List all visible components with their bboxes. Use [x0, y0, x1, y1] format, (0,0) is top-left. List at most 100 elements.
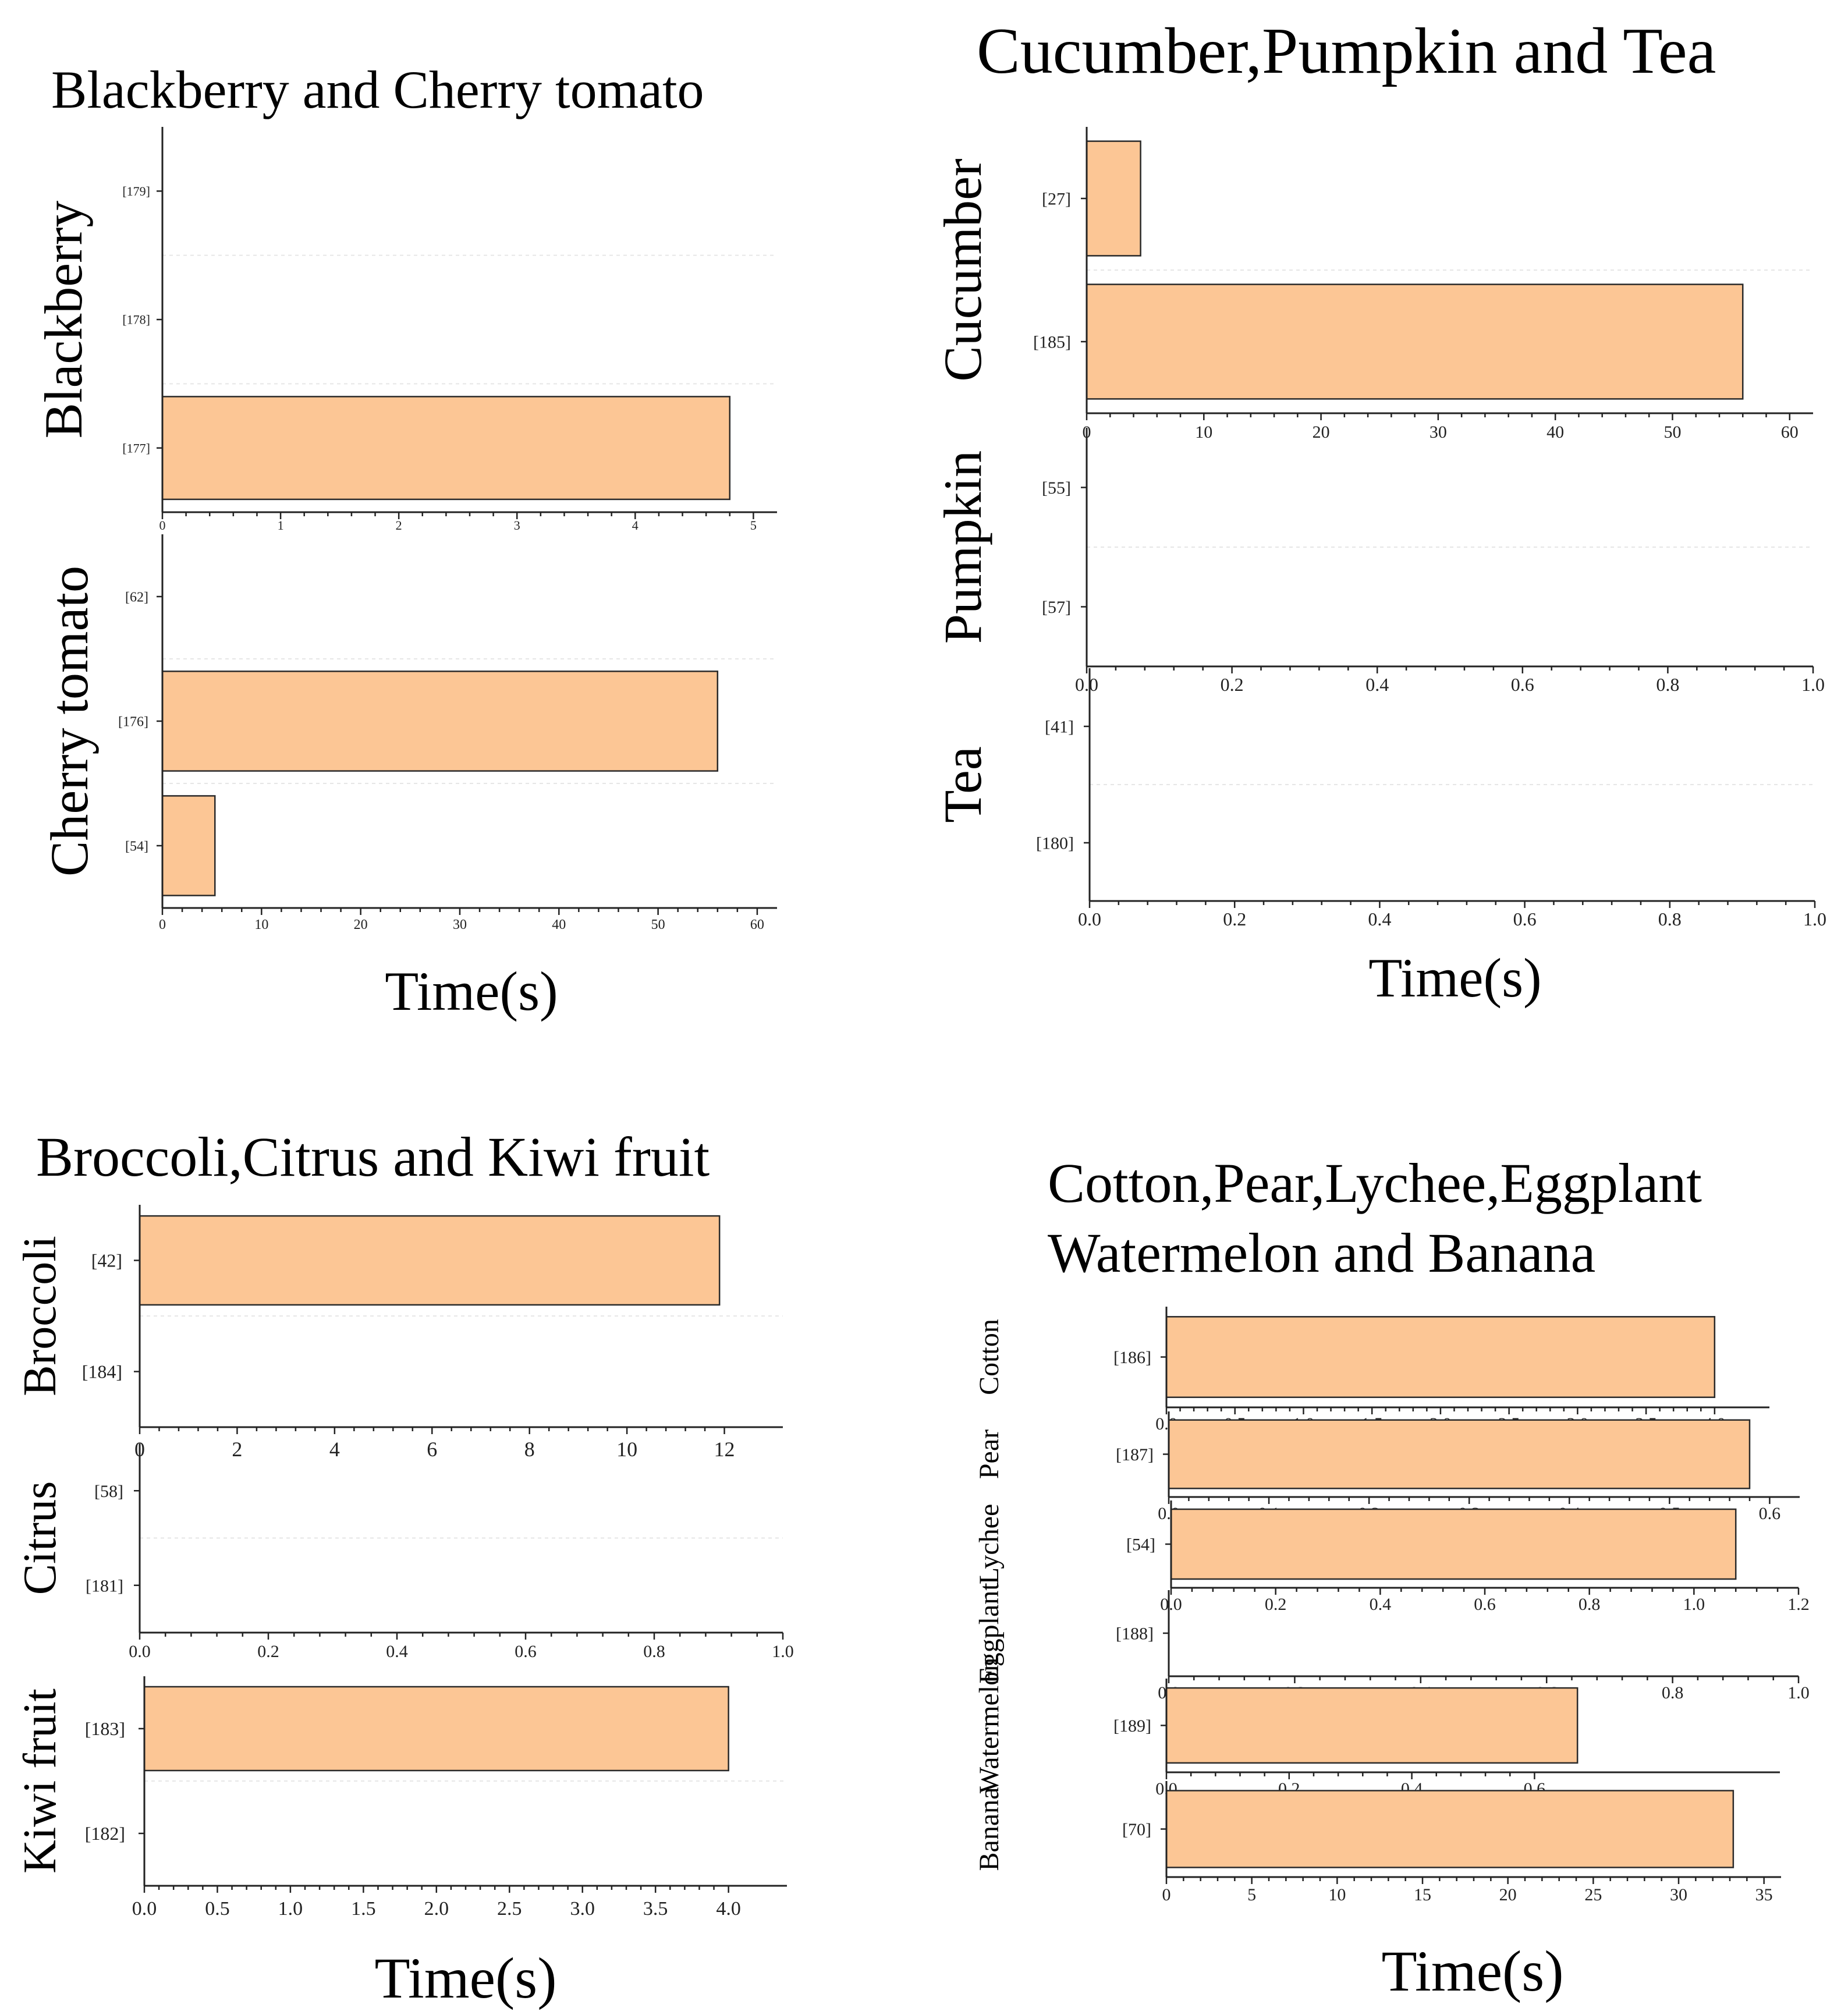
y-axis-label: Lychee	[974, 1504, 1005, 1585]
bar-187	[1168, 1419, 1751, 1489]
x-tick-label: 1.2	[1787, 1595, 1810, 1614]
bar-186	[1165, 1316, 1716, 1398]
category-label: [54]	[1126, 1535, 1155, 1555]
x-tick-label: 0.8	[1658, 909, 1682, 930]
x-tick-label: 1	[278, 518, 284, 533]
category-label: [42]	[91, 1250, 122, 1271]
x-tick-label: 0.4	[386, 1642, 408, 1661]
x-tick-label: 10	[616, 1438, 637, 1461]
bar-27	[1086, 140, 1141, 257]
y-axis-label: Cherry tomato	[40, 566, 99, 877]
x-tick-label: 0.2	[1221, 674, 1244, 695]
x-tick-label: 1.0	[1803, 909, 1826, 930]
x-tick-label: 0.6	[1511, 674, 1534, 695]
x-tick-label: 0.4	[1365, 674, 1389, 695]
y-axis-label: Watermelon	[974, 1658, 1005, 1793]
category-label: [187]	[1116, 1445, 1154, 1464]
x-tick-label: 0.6	[1759, 1504, 1781, 1523]
category-label: [189]	[1113, 1716, 1151, 1736]
x-tick-label: 0.2	[1223, 909, 1246, 930]
category-label: [179]	[122, 184, 150, 198]
x-tick-label: 5	[1247, 1885, 1256, 1904]
x-tick-label: 2	[396, 518, 402, 533]
subplot-cherry-tomato: [62] [176] [54] 0 10 20 30 40 50 60 Cherry tomato	[40, 534, 777, 932]
x-tick-label: 1.5	[351, 1898, 376, 1920]
category-label: [176]	[118, 714, 148, 729]
x-tick-label: 4	[329, 1438, 340, 1461]
bar-185	[1086, 283, 1744, 400]
x-tick-label: 0.4	[1368, 909, 1391, 930]
x-tick-label: 3.5	[643, 1898, 668, 1920]
panel-title: Cucumber,Pumpkin and Tea	[977, 15, 1716, 87]
x-tick-label: 60	[750, 917, 764, 932]
x-tick-label: 40	[1546, 423, 1564, 442]
y-axis-label: Kiwi fruit	[15, 1688, 66, 1874]
subplot-citrus: [58] [181] 0.0 0.2 0.4 0.6 0.8 1.0 Citrus	[15, 1443, 794, 1661]
x-tick-label: 4	[632, 518, 639, 533]
category-label: [185]	[1033, 333, 1071, 352]
x-tick-label: 30	[453, 917, 467, 932]
x-tick-label: 0.0	[1078, 909, 1101, 930]
category-label: [57]	[1042, 598, 1071, 617]
category-label: [62]	[125, 590, 148, 605]
x-tick-label: 1.0	[1683, 1595, 1705, 1614]
x-tick-label: 0.4	[1370, 1595, 1392, 1614]
x-axis-label: Time(s)	[374, 1946, 556, 2010]
x-tick-label: 40	[552, 917, 566, 932]
panel-1: Blackberry and Cherry tomato Time(s) [179]…	[34, 60, 777, 1022]
x-tick-label: 35	[1755, 1885, 1773, 1904]
y-axis-label: Citrus	[15, 1481, 66, 1595]
x-tick-label: 0.8	[1579, 1595, 1601, 1614]
subplot-blackberry: [179] [178] [177] 0 1 2 3 4 5 Blackberry	[34, 127, 777, 533]
x-tick-label: 0.8	[643, 1642, 665, 1661]
category-label: [58]	[94, 1482, 123, 1501]
x-tick-label: 60	[1781, 423, 1799, 442]
x-tick-label: 30	[1670, 1885, 1687, 1904]
x-tick-label: 0	[159, 917, 166, 932]
x-tick-label: 30	[1430, 423, 1447, 442]
x-tick-label: 10	[1195, 423, 1212, 442]
category-label: [178]	[122, 313, 150, 327]
bar-189	[1165, 1687, 1579, 1764]
subplot-lychee: [54] 0.0 0.2 0.4 0.6 0.8 1.0 1.2 Lychee	[974, 1500, 1810, 1614]
x-axis-label: Time(s)	[385, 960, 558, 1022]
x-tick-label: 0.2	[1265, 1595, 1287, 1614]
x-tick-label: 0.0	[129, 1642, 151, 1661]
bar-54	[161, 795, 216, 896]
x-tick-label: 0.5	[205, 1898, 230, 1920]
x-tick-label: 15	[1414, 1885, 1431, 1904]
x-tick-label: 2	[232, 1438, 242, 1461]
x-tick-label: 5	[750, 518, 757, 533]
category-label: [183]	[85, 1718, 125, 1739]
y-axis-label: Blackberry	[34, 201, 93, 439]
x-tick-label: 1.0	[1801, 674, 1825, 695]
y-axis-label: Tea	[933, 746, 992, 822]
bar-183	[143, 1686, 729, 1772]
x-tick-label: 3	[514, 518, 520, 533]
x-tick-label: 8	[524, 1438, 535, 1461]
y-axis-label: Pumpkin	[933, 450, 992, 644]
x-tick-label: 3.0	[570, 1898, 595, 1920]
y-axis-label: Broccoli	[15, 1236, 66, 1396]
x-tick-label: 12	[714, 1438, 735, 1461]
bar-54	[1170, 1508, 1737, 1580]
subplot-banana: [70] 0 5 10 15 20 25 30 35 Banana	[974, 1781, 1781, 1904]
x-tick-label: 0.2	[257, 1642, 279, 1661]
panel-title: Broccoli,Citrus and Kiwi fruit	[36, 1126, 710, 1188]
bar-177	[161, 396, 731, 501]
subplot-tea: [41] [180] 0.0 0.2 0.4 0.6 0.8 1.0 Tea	[933, 668, 1826, 930]
panel-title: Blackberry and Cherry tomato	[51, 60, 704, 119]
x-tick-label: 2.0	[424, 1898, 449, 1920]
panel-2: Cucumber,Pumpkin and Tea Time(s) [27] [185]…	[933, 15, 1826, 1009]
y-axis-label: Cotton	[974, 1319, 1005, 1395]
x-tick-label: 4.0	[716, 1898, 741, 1920]
x-tick-label: 0.0	[1075, 674, 1098, 695]
bar-42	[139, 1215, 721, 1306]
category-label: [177]	[122, 441, 150, 455]
x-tick-label: 10	[254, 917, 268, 932]
x-tick-label: 50	[1663, 423, 1681, 442]
x-tick-label: 0	[159, 518, 166, 533]
y-axis-label: Pear	[974, 1429, 1005, 1479]
